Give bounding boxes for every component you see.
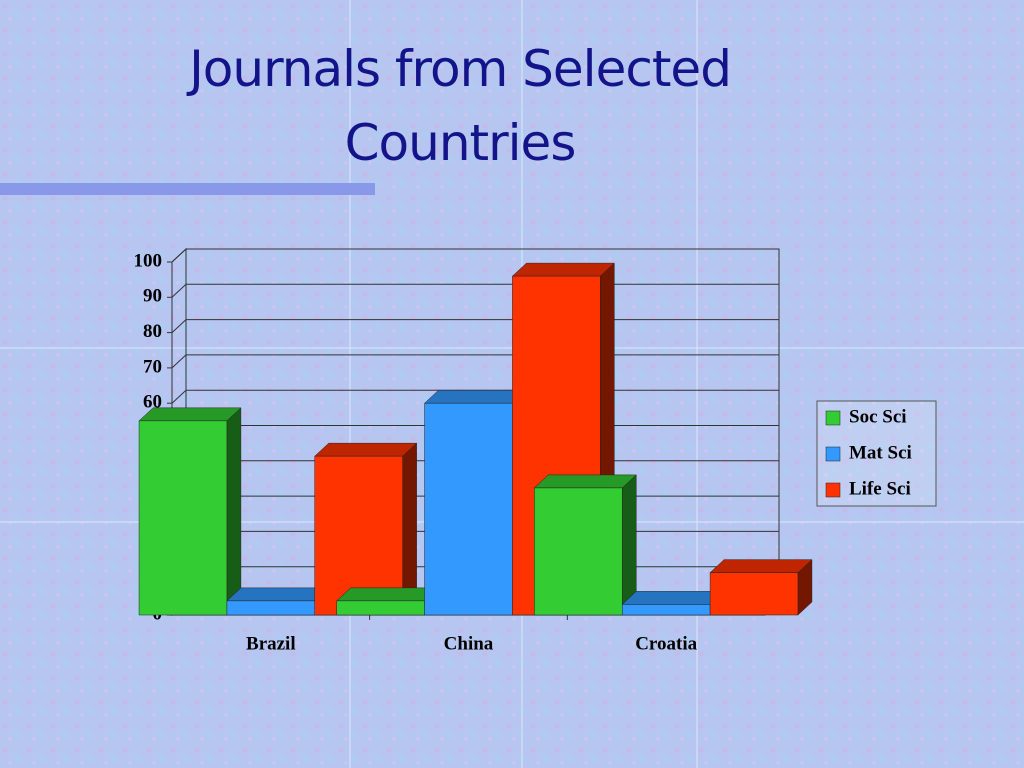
title-rule: [0, 183, 375, 195]
bar: [709, 572, 799, 616]
legend-swatch: [825, 410, 841, 426]
legend-label: Life Sci: [849, 478, 911, 499]
bar: [336, 600, 425, 616]
bar: [621, 604, 711, 616]
bar-top: [423, 389, 528, 404]
x-tick-label: Croatia: [635, 633, 697, 654]
x-tick-label: Brazil: [246, 633, 296, 654]
grid-line: [171, 248, 779, 263]
bar-top: [314, 442, 418, 457]
bar: [534, 487, 623, 616]
y-tick-label: 90: [143, 286, 162, 307]
bar: [226, 600, 316, 616]
bar-top: [533, 474, 637, 489]
y-tick-label: 70: [143, 356, 162, 377]
legend-swatch: [825, 482, 841, 498]
y-tick-label: 80: [143, 321, 162, 342]
y-tick-label: 60: [143, 392, 162, 413]
bar-top: [709, 559, 813, 573]
chart-title: Journals from Selected: [186, 40, 731, 98]
x-tick-label: China: [444, 633, 494, 654]
bar: [138, 420, 228, 616]
bar-top: [138, 407, 242, 422]
bar-top: [336, 587, 440, 602]
legend-label: Soc Sci: [849, 406, 907, 427]
y-tick-label: 100: [134, 250, 163, 271]
bar-top: [226, 587, 330, 602]
bar-side: [226, 407, 242, 616]
bar-top: [511, 262, 615, 277]
legend-label: Mat Sci: [849, 442, 912, 463]
bar: [424, 402, 513, 616]
bar-top: [621, 591, 725, 605]
legend-swatch: [825, 446, 841, 462]
chart-title: Countries: [345, 114, 576, 172]
